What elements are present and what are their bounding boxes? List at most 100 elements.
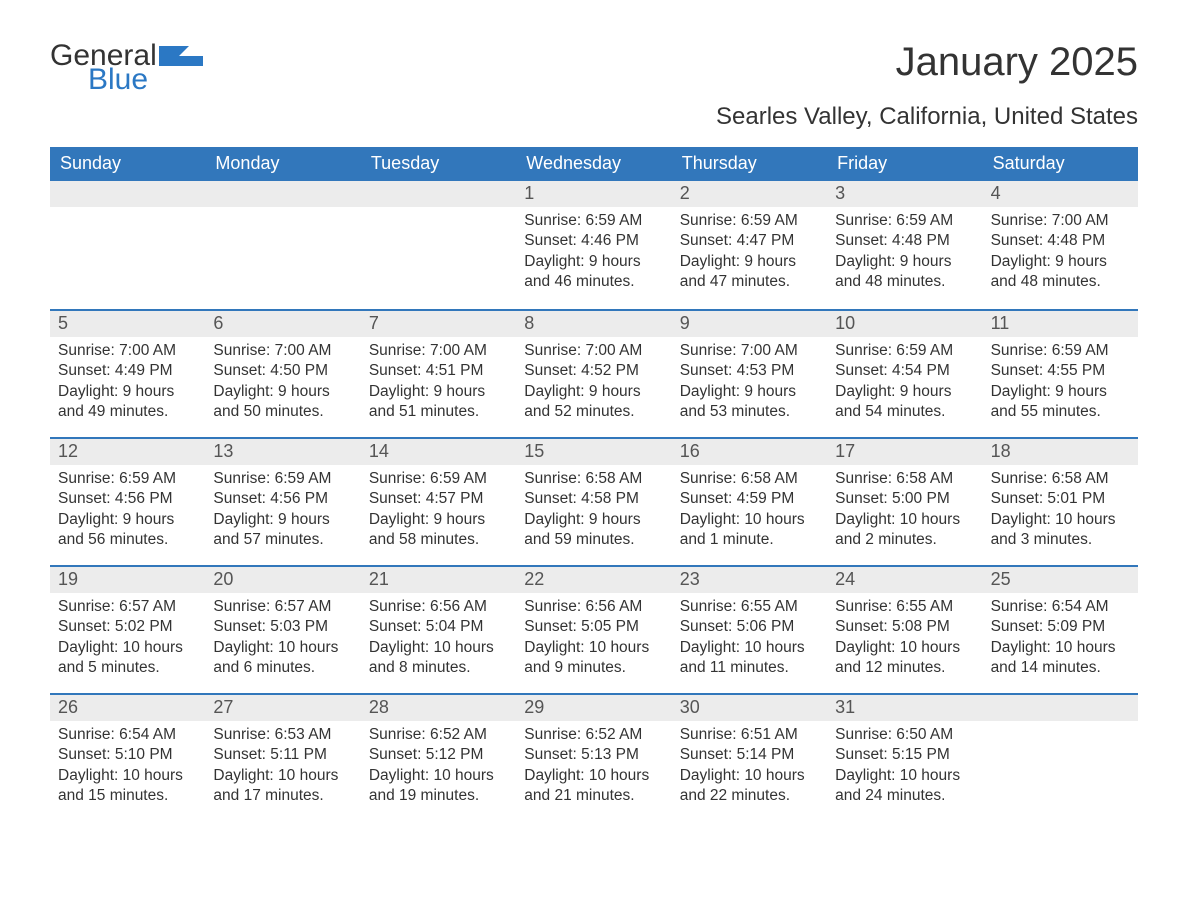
day-number: 22 — [516, 567, 671, 593]
sunset-line: Sunset: 4:48 PM — [835, 231, 974, 251]
day-details: Sunrise: 6:58 AMSunset: 4:59 PMDaylight:… — [672, 465, 827, 557]
day-number: 3 — [827, 181, 982, 207]
day-details: Sunrise: 6:55 AMSunset: 5:06 PMDaylight:… — [672, 593, 827, 685]
day-number: 30 — [672, 695, 827, 721]
daylight-line-1: Daylight: 10 hours — [213, 638, 352, 658]
day-number: 27 — [205, 695, 360, 721]
daylight-line-2: and 1 minute. — [680, 530, 819, 550]
daylight-line-1: Daylight: 10 hours — [524, 766, 663, 786]
day-number-empty — [205, 181, 360, 207]
calendar-week: 19Sunrise: 6:57 AMSunset: 5:02 PMDayligh… — [50, 565, 1138, 693]
sunset-line: Sunset: 4:46 PM — [524, 231, 663, 251]
weekday-header: Tuesday — [361, 147, 516, 181]
calendar-week: 5Sunrise: 7:00 AMSunset: 4:49 PMDaylight… — [50, 309, 1138, 437]
day-details: Sunrise: 7:00 AMSunset: 4:51 PMDaylight:… — [361, 337, 516, 429]
calendar-body: 1Sunrise: 6:59 AMSunset: 4:46 PMDaylight… — [50, 181, 1138, 821]
sunrise-line: Sunrise: 6:50 AM — [835, 725, 974, 745]
sunrise-line: Sunrise: 7:00 AM — [369, 341, 508, 361]
daylight-line-1: Daylight: 9 hours — [835, 382, 974, 402]
page-title: January 2025 — [716, 40, 1138, 85]
day-number: 6 — [205, 311, 360, 337]
sunset-line: Sunset: 5:13 PM — [524, 745, 663, 765]
day-details: Sunrise: 6:54 AMSunset: 5:09 PMDaylight:… — [983, 593, 1138, 685]
day-number: 14 — [361, 439, 516, 465]
day-number: 21 — [361, 567, 516, 593]
calendar-day: 3Sunrise: 6:59 AMSunset: 4:48 PMDaylight… — [827, 181, 982, 309]
day-number: 16 — [672, 439, 827, 465]
sunrise-line: Sunrise: 6:53 AM — [213, 725, 352, 745]
sunrise-line: Sunrise: 6:51 AM — [680, 725, 819, 745]
daylight-line-2: and 46 minutes. — [524, 272, 663, 292]
day-number: 31 — [827, 695, 982, 721]
sunrise-line: Sunrise: 7:00 AM — [58, 341, 197, 361]
calendar-day: 21Sunrise: 6:56 AMSunset: 5:04 PMDayligh… — [361, 567, 516, 693]
sunset-line: Sunset: 4:48 PM — [991, 231, 1130, 251]
daylight-line-1: Daylight: 9 hours — [680, 252, 819, 272]
calendar-day: 12Sunrise: 6:59 AMSunset: 4:56 PMDayligh… — [50, 439, 205, 565]
sunrise-line: Sunrise: 6:59 AM — [524, 211, 663, 231]
sunrise-line: Sunrise: 6:54 AM — [991, 597, 1130, 617]
sunset-line: Sunset: 5:05 PM — [524, 617, 663, 637]
daylight-line-1: Daylight: 10 hours — [835, 638, 974, 658]
sunset-line: Sunset: 4:47 PM — [680, 231, 819, 251]
title-block: January 2025 Searles Valley, California,… — [716, 40, 1138, 131]
day-details: Sunrise: 6:59 AMSunset: 4:46 PMDaylight:… — [516, 207, 671, 299]
daylight-line-1: Daylight: 9 hours — [524, 382, 663, 402]
sunset-line: Sunset: 4:53 PM — [680, 361, 819, 381]
daylight-line-2: and 51 minutes. — [369, 402, 508, 422]
sunrise-line: Sunrise: 7:00 AM — [213, 341, 352, 361]
calendar-day: 6Sunrise: 7:00 AMSunset: 4:50 PMDaylight… — [205, 311, 360, 437]
daylight-line-2: and 9 minutes. — [524, 658, 663, 678]
day-number: 28 — [361, 695, 516, 721]
sunset-line: Sunset: 4:52 PM — [524, 361, 663, 381]
calendar-day: 1Sunrise: 6:59 AMSunset: 4:46 PMDaylight… — [516, 181, 671, 309]
daylight-line-2: and 15 minutes. — [58, 786, 197, 806]
calendar-day: 24Sunrise: 6:55 AMSunset: 5:08 PMDayligh… — [827, 567, 982, 693]
sunrise-line: Sunrise: 6:59 AM — [835, 341, 974, 361]
sunrise-line: Sunrise: 6:58 AM — [680, 469, 819, 489]
daylight-line-2: and 54 minutes. — [835, 402, 974, 422]
day-details: Sunrise: 6:55 AMSunset: 5:08 PMDaylight:… — [827, 593, 982, 685]
daylight-line-2: and 22 minutes. — [680, 786, 819, 806]
calendar-day: 28Sunrise: 6:52 AMSunset: 5:12 PMDayligh… — [361, 695, 516, 821]
calendar-day: 30Sunrise: 6:51 AMSunset: 5:14 PMDayligh… — [672, 695, 827, 821]
calendar-day: 5Sunrise: 7:00 AMSunset: 4:49 PMDaylight… — [50, 311, 205, 437]
daylight-line-1: Daylight: 10 hours — [369, 638, 508, 658]
daylight-line-2: and 17 minutes. — [213, 786, 352, 806]
daylight-line-2: and 57 minutes. — [213, 530, 352, 550]
calendar-page: General Blue January 2025 Searles Valley… — [0, 0, 1188, 871]
page-header: General Blue January 2025 Searles Valley… — [50, 40, 1138, 131]
daylight-line-2: and 53 minutes. — [680, 402, 819, 422]
calendar-day: 29Sunrise: 6:52 AMSunset: 5:13 PMDayligh… — [516, 695, 671, 821]
day-details: Sunrise: 6:58 AMSunset: 4:58 PMDaylight:… — [516, 465, 671, 557]
sunset-line: Sunset: 4:54 PM — [835, 361, 974, 381]
sunset-line: Sunset: 4:56 PM — [58, 489, 197, 509]
sunset-line: Sunset: 5:10 PM — [58, 745, 197, 765]
sunrise-line: Sunrise: 6:52 AM — [524, 725, 663, 745]
day-number-empty — [983, 695, 1138, 721]
sunset-line: Sunset: 5:12 PM — [369, 745, 508, 765]
day-number: 12 — [50, 439, 205, 465]
day-number: 26 — [50, 695, 205, 721]
daylight-line-2: and 14 minutes. — [991, 658, 1130, 678]
day-number: 10 — [827, 311, 982, 337]
sunset-line: Sunset: 5:06 PM — [680, 617, 819, 637]
weekday-header: Wednesday — [516, 147, 671, 181]
sunrise-line: Sunrise: 6:59 AM — [835, 211, 974, 231]
daylight-line-2: and 24 minutes. — [835, 786, 974, 806]
sunset-line: Sunset: 5:04 PM — [369, 617, 508, 637]
daylight-line-1: Daylight: 9 hours — [680, 382, 819, 402]
calendar-day — [50, 181, 205, 309]
sunrise-line: Sunrise: 6:59 AM — [991, 341, 1130, 361]
sunrise-line: Sunrise: 7:00 AM — [991, 211, 1130, 231]
day-details: Sunrise: 6:58 AMSunset: 5:01 PMDaylight:… — [983, 465, 1138, 557]
sunrise-line: Sunrise: 6:58 AM — [991, 469, 1130, 489]
day-details: Sunrise: 6:51 AMSunset: 5:14 PMDaylight:… — [672, 721, 827, 813]
daylight-line-2: and 5 minutes. — [58, 658, 197, 678]
calendar-day — [983, 695, 1138, 821]
daylight-line-2: and 6 minutes. — [213, 658, 352, 678]
day-details: Sunrise: 6:57 AMSunset: 5:02 PMDaylight:… — [50, 593, 205, 685]
sunset-line: Sunset: 5:01 PM — [991, 489, 1130, 509]
day-details: Sunrise: 6:59 AMSunset: 4:48 PMDaylight:… — [827, 207, 982, 299]
sunrise-line: Sunrise: 7:00 AM — [524, 341, 663, 361]
